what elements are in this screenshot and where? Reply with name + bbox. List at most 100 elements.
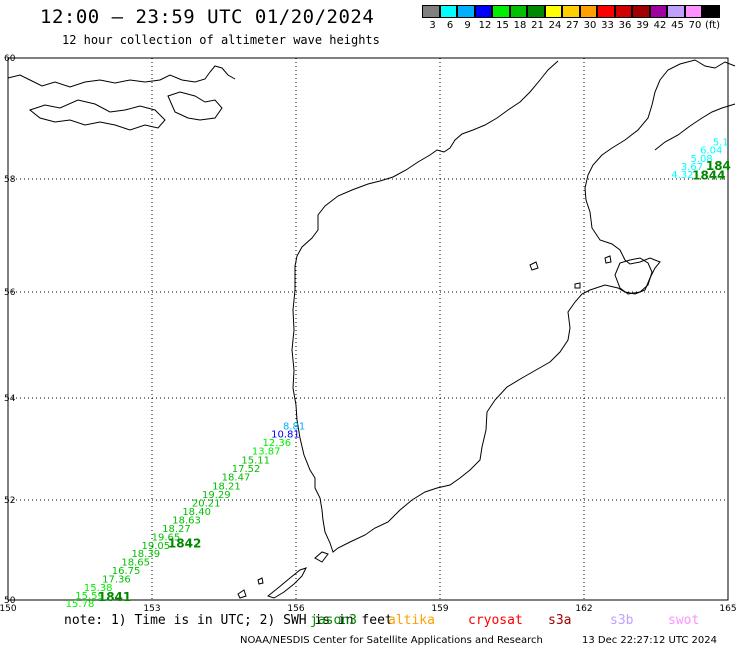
kuril-small-2 [257, 577, 264, 585]
island-1 [529, 261, 539, 271]
satellite-jason3: jason3 [310, 613, 357, 628]
satellite-swot: swot [668, 613, 700, 628]
colorbar-swatch [702, 5, 720, 18]
colorbar-swatch [457, 5, 475, 18]
altimeter-tracks: 8.8110.8112.3613.8715.1117.5218.4718.211… [66, 138, 731, 610]
colorbar-label: 70 [688, 20, 702, 31]
wave-height-label: 15.78 [66, 599, 95, 610]
latitude-tick-label: 60 [4, 54, 16, 64]
satellite-s3b: s3b [610, 613, 634, 628]
wave-height-label: 18.40 [182, 507, 211, 518]
karaginsky-bay [614, 257, 653, 295]
latitude-tick-label: 56 [4, 288, 16, 298]
longitude-tick-label: 165 [719, 604, 736, 614]
wave-height-label: 6.04 [700, 146, 722, 157]
colorbar-swatch [562, 5, 580, 18]
satellite-cryosat: cryosat [468, 613, 523, 628]
island-2 [604, 255, 612, 264]
magadan-inlet [167, 91, 223, 121]
wave-height-label: 4.32 [671, 170, 693, 181]
wave-height-label: 15.38 [84, 583, 113, 594]
map-frame [7, 57, 729, 601]
colorbar-labels: 3 6 9 12 15 18 21 24 27 30 33 36 39 42 45 70 (ft) [422, 20, 740, 34]
colorbar-label: 6 [446, 20, 454, 31]
wave-height-label: 17.52 [232, 464, 261, 475]
wave-height-label: 18.39 [131, 549, 160, 560]
wave-height-colorbar [422, 5, 720, 18]
colorbar-swatch [632, 5, 650, 18]
colorbar-label: 33 [601, 20, 614, 31]
footnote: note: 1) Time is in UTC; 2) SWH is in fe… [64, 613, 393, 628]
colorbar-swatch [422, 5, 440, 18]
paramushir-island [266, 567, 307, 599]
colorbar-label: 15 [496, 20, 509, 31]
longitude-tick-label: 162 [575, 604, 592, 614]
wave-height-label: 18.27 [162, 524, 191, 535]
longitude-tick-label: 156 [287, 604, 304, 614]
latitude-tick-label: 50 [4, 596, 16, 606]
wave-height-label: 18.63 [172, 516, 201, 527]
wave-height-label: 18.21 [212, 481, 241, 492]
colorbar-label: (ft) [704, 20, 721, 31]
map-title: 12:00 – 23:59 UTC 01/20/2024 [40, 6, 375, 28]
colorbar-swatch [527, 5, 545, 18]
colorbar-swatch [492, 5, 510, 18]
longitude-tick-label: 159 [431, 604, 448, 614]
wave-height-label: 3.67 [681, 162, 703, 173]
shumshu-island [314, 551, 329, 563]
wave-height-label: 19.29 [202, 490, 231, 501]
latitude-tick-label: 52 [4, 496, 15, 506]
island-3 [574, 282, 581, 289]
colorbar-label: 36 [618, 20, 632, 31]
okhotsk-north-coast [7, 65, 236, 88]
northeast-coast [654, 103, 736, 151]
wave-height-label: 18.47 [222, 473, 251, 484]
wave-height-label: 19.05 [142, 541, 171, 552]
koni-peninsula [28, 99, 166, 131]
colorbar-label: 12 [478, 20, 492, 31]
colorbar-swatch [579, 5, 597, 18]
colorbar-label: 9 [464, 20, 471, 31]
colorbar-label: 24 [548, 20, 562, 31]
colorbar-swatch [509, 5, 527, 18]
colorbar-label: 18 [513, 20, 527, 31]
kamchatka-coast [291, 59, 736, 553]
colorbar-swatch [614, 5, 632, 18]
wave-height-label: 15.11 [241, 455, 270, 466]
map-subtitle: 12 hour collection of altimeter wave hei… [62, 33, 380, 47]
colorbar-swatch [597, 5, 615, 18]
colorbar-label: 3 [429, 20, 436, 31]
wave-height-label: 12.36 [262, 438, 291, 449]
colorbar-label: 42 [653, 20, 667, 31]
colorbar-swatch [667, 5, 685, 18]
credit-line: NOAA/NESDIS Center for Satellite Applica… [240, 635, 543, 646]
colorbar-swatch [684, 5, 702, 18]
wave-height-label: 13.87 [252, 447, 281, 458]
map-grid [7, 57, 729, 601]
wave-height-label: 15.59 [75, 591, 104, 602]
wave-height-label: 17.36 [102, 575, 131, 586]
wave-height-label: 10.81 [271, 429, 300, 440]
colorbar-label: 45 [671, 20, 684, 31]
colorbar-label: 21 [531, 20, 544, 31]
pass-time-label: 1844 [692, 169, 725, 183]
longitude-tick-label: 153 [143, 604, 160, 614]
pass-time-label: 1841 [98, 590, 131, 604]
wave-height-label: 5.08 [690, 154, 712, 165]
pass-time-label: 184 [706, 159, 731, 173]
wave-height-label: 20.21 [192, 499, 221, 510]
wave-height-label: 8.81 [283, 422, 305, 433]
latitude-tick-label: 54 [4, 394, 16, 404]
generation-timestamp: 13 Dec 22:27:12 UTC 2024 [582, 635, 717, 646]
wave-height-label: 16.75 [112, 566, 141, 577]
wave-height-label: 19.65 [152, 533, 181, 544]
latitude-tick-label: 58 [4, 175, 16, 185]
map-axes: 150 153 156 159 162 165 60 58 56 54 52 50 [0, 54, 737, 614]
satellite-altika: altika [388, 613, 435, 628]
coastline [7, 59, 736, 599]
colorbar-swatch [474, 5, 492, 18]
satellite-s3a: s3a [548, 613, 572, 628]
pass-time-label: 1842 [168, 537, 201, 551]
colorbar-swatch [649, 5, 667, 18]
